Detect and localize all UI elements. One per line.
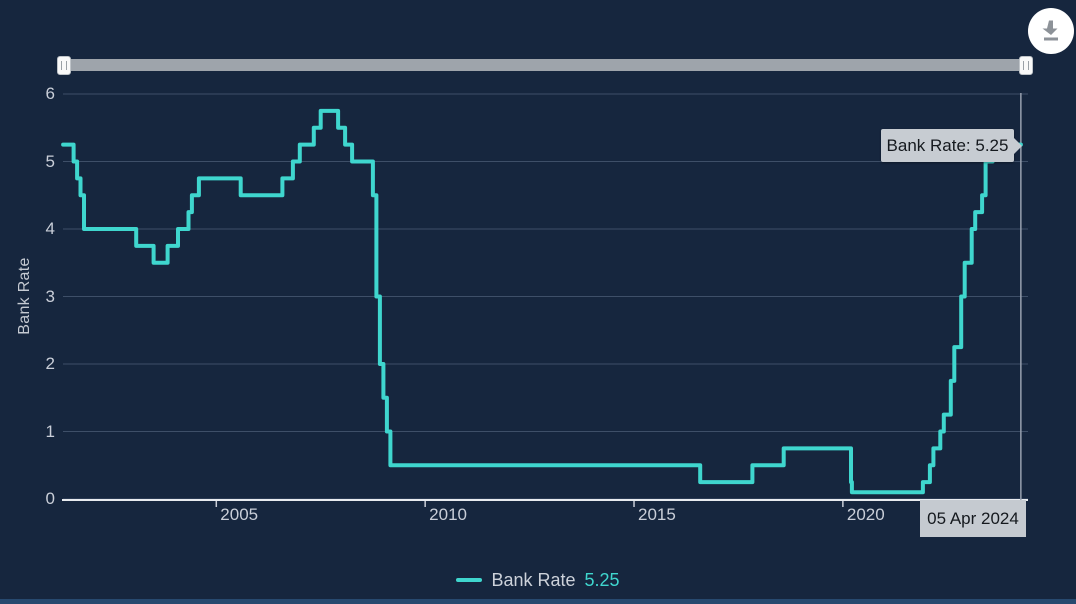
legend-series-name: Bank Rate — [491, 569, 576, 590]
range-slider-right-handle[interactable] — [1019, 56, 1033, 75]
gridlines — [63, 93, 1028, 500]
cursor-date-label: 05 Apr 2024 — [920, 500, 1026, 537]
date-range-slider-track[interactable] — [63, 59, 1028, 71]
y-axis-tick-label: 3 — [45, 286, 55, 306]
y-axis-tick-label: 6 — [45, 84, 55, 103]
y-axis-tick-label: 0 — [45, 489, 55, 508]
legend-item-bank-rate[interactable]: Bank Rate 5.25 — [0, 566, 1076, 594]
slider-grip-icon — [1023, 61, 1029, 70]
download-chart-button[interactable] — [1028, 8, 1074, 54]
tooltip-arrow — [1014, 137, 1022, 154]
range-slider-left-handle[interactable] — [57, 56, 71, 75]
bank-rate-series-line[interactable] — [61, 108, 1023, 495]
slider-grip-icon — [61, 61, 67, 70]
footer-strip — [0, 599, 1076, 604]
legend-series-value: 5.25 — [584, 569, 620, 590]
y-axis-tick-label: 4 — [45, 219, 55, 238]
axes — [62, 93, 1028, 507]
y-axis-labels: 0 1 2 3 4 5 6 — [0, 0, 55, 604]
tooltip: Bank Rate: 5.25 — [881, 129, 1022, 162]
y-axis-tick-label: 5 — [45, 151, 55, 171]
y-axis-tick-label: 1 — [45, 421, 55, 441]
y-axis-tick-label: 2 — [45, 354, 55, 373]
legend-line-icon — [456, 578, 483, 582]
tooltip-label: Bank Rate: 5.25 — [886, 135, 1009, 155]
download-icon — [1042, 20, 1058, 41]
y-axis-title: Bank Rate — [16, 257, 33, 335]
